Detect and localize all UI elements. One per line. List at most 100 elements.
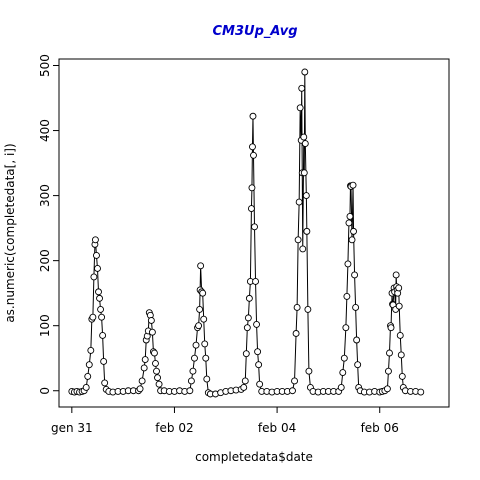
data-point — [344, 260, 352, 268]
data-point — [240, 384, 248, 391]
data-point — [340, 354, 348, 362]
data-point — [299, 245, 307, 253]
data-point — [395, 284, 403, 292]
data-point — [386, 349, 393, 357]
data-point — [247, 205, 255, 213]
data-point — [300, 169, 308, 177]
data-point — [96, 294, 103, 302]
data-point — [303, 227, 311, 235]
data-point — [200, 315, 208, 323]
data-point — [191, 354, 198, 362]
data-point — [85, 361, 93, 369]
data-point — [351, 271, 359, 279]
data-point — [342, 324, 350, 332]
data-point — [84, 372, 92, 380]
data-point — [337, 384, 345, 391]
data-point — [301, 140, 309, 148]
y-tick-label: 0 — [38, 387, 52, 395]
data-point — [244, 314, 252, 322]
data-point — [295, 198, 303, 206]
data-point — [154, 374, 161, 382]
data-point — [339, 369, 347, 376]
data-point — [304, 305, 312, 313]
x-tick-label: feb 02 — [155, 421, 193, 435]
x-tick-label: feb 06 — [361, 421, 399, 435]
data-point — [140, 364, 148, 372]
data-point — [147, 317, 155, 324]
data-point — [292, 330, 300, 337]
data-point — [241, 377, 249, 385]
data-point — [293, 304, 301, 311]
data-point — [397, 351, 405, 359]
data-point — [89, 313, 97, 321]
y-tick-label: 400 — [38, 119, 52, 142]
data-point — [298, 84, 306, 92]
data-point — [153, 367, 160, 375]
data-point — [249, 143, 256, 151]
data-point — [148, 328, 156, 336]
data-point — [255, 361, 263, 369]
data-point — [250, 151, 257, 159]
data-point — [155, 380, 163, 388]
x-axis-label: completedata$date — [195, 450, 313, 464]
data-point — [93, 251, 100, 259]
data-point — [98, 313, 106, 321]
x-tick-label: gen 31 — [51, 421, 93, 435]
data-point — [101, 379, 109, 387]
data-point — [383, 385, 391, 393]
data-point — [245, 294, 253, 302]
data-point — [346, 212, 354, 220]
data-point — [349, 181, 357, 189]
data-point — [343, 292, 351, 300]
data-point — [138, 377, 146, 385]
data-point — [136, 385, 144, 393]
data-point — [353, 336, 361, 344]
data-point — [100, 358, 108, 365]
x-axis: gen 31 feb 02 feb 04 feb 06 — [51, 407, 399, 435]
data-point — [289, 387, 296, 395]
data-point — [251, 223, 258, 231]
chart-title: CM3Up_Avg — [212, 24, 297, 39]
data-point — [352, 304, 360, 311]
data-point — [301, 68, 309, 76]
data-point — [202, 354, 210, 362]
data-point — [94, 265, 101, 272]
data-point — [395, 302, 403, 310]
data-point — [91, 236, 99, 244]
data-point — [392, 271, 400, 279]
y-tick-label: 200 — [38, 249, 52, 272]
data-point — [291, 377, 298, 385]
data-point — [302, 192, 310, 200]
y-tick-label: 300 — [38, 184, 52, 207]
data-point — [186, 387, 194, 395]
plot-frame — [58, 58, 450, 408]
data-point — [387, 324, 395, 332]
data-point — [248, 184, 256, 192]
y-tick-label: 500 — [38, 54, 52, 77]
y-axis: 0 100 200 300 400 500 — [38, 54, 59, 395]
data-point — [187, 377, 195, 385]
data-point — [197, 262, 205, 270]
data-point — [350, 227, 358, 235]
data-point — [296, 104, 304, 112]
data-point — [294, 236, 302, 244]
data-point — [300, 133, 308, 141]
data-point — [195, 322, 203, 330]
data-point — [99, 331, 107, 339]
data-point — [253, 320, 261, 328]
data-point — [203, 375, 211, 383]
data-point — [152, 359, 159, 367]
data-point — [95, 288, 102, 296]
data-point — [254, 348, 262, 356]
data-point — [242, 350, 250, 358]
data-point — [345, 219, 353, 227]
y-tick-label: 100 — [38, 314, 52, 337]
data-point — [82, 384, 90, 391]
data-point — [396, 331, 404, 339]
data-point — [199, 289, 207, 297]
data-point — [348, 236, 356, 244]
series-points — [68, 68, 425, 398]
y-axis-label: as.numeric(completedata[, i]) — [3, 143, 17, 322]
data-point — [97, 305, 105, 313]
